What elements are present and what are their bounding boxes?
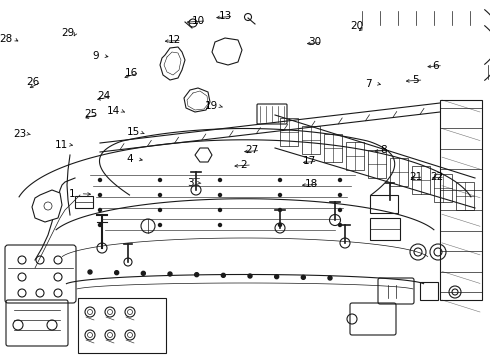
Circle shape [339, 179, 342, 181]
Circle shape [195, 273, 198, 277]
Circle shape [98, 194, 101, 197]
Circle shape [141, 271, 146, 275]
Bar [346, 142, 364, 170]
Circle shape [158, 224, 162, 226]
Text: 21: 21 [409, 172, 422, 182]
Circle shape [115, 271, 119, 275]
Text: 7: 7 [365, 78, 372, 89]
Circle shape [248, 274, 252, 278]
Circle shape [301, 275, 305, 279]
Circle shape [158, 194, 162, 197]
Text: 23: 23 [13, 129, 26, 139]
Polygon shape [195, 148, 212, 162]
Polygon shape [184, 88, 210, 112]
Text: 26: 26 [26, 77, 40, 87]
Text: 24: 24 [97, 91, 111, 102]
Text: 20: 20 [350, 21, 363, 31]
Circle shape [278, 179, 281, 181]
Bar [324, 134, 342, 162]
Bar [78, 298, 166, 353]
Bar [280, 118, 298, 146]
Text: 25: 25 [84, 109, 98, 120]
Circle shape [339, 194, 342, 197]
Text: 4: 4 [126, 154, 133, 164]
Text: 19: 19 [205, 101, 219, 111]
Circle shape [219, 194, 221, 197]
Polygon shape [160, 47, 185, 80]
Circle shape [275, 275, 279, 279]
Bar [368, 150, 386, 178]
Circle shape [339, 224, 342, 226]
Bar [440, 100, 482, 300]
Text: 29: 29 [61, 28, 74, 38]
Circle shape [278, 208, 281, 211]
Circle shape [339, 208, 342, 211]
Circle shape [328, 276, 332, 280]
Circle shape [98, 179, 101, 181]
Text: 14: 14 [107, 106, 121, 116]
Text: 10: 10 [192, 16, 205, 26]
Text: 12: 12 [167, 35, 181, 45]
Circle shape [88, 270, 92, 274]
Text: 11: 11 [54, 140, 68, 150]
Text: 2: 2 [241, 160, 247, 170]
Text: 9: 9 [92, 51, 99, 61]
Circle shape [98, 208, 101, 211]
Text: 30: 30 [308, 37, 321, 48]
Circle shape [98, 224, 101, 226]
Text: 17: 17 [303, 156, 317, 166]
Bar [75, 196, 93, 208]
Circle shape [219, 179, 221, 181]
Text: 27: 27 [245, 145, 259, 156]
Polygon shape [32, 190, 62, 222]
Text: 18: 18 [304, 179, 318, 189]
Circle shape [219, 224, 221, 226]
Text: 5: 5 [412, 75, 419, 85]
Bar [390, 158, 408, 186]
Bar [434, 174, 452, 202]
Text: 6: 6 [432, 60, 439, 71]
Text: 1: 1 [69, 189, 76, 199]
Text: 3: 3 [187, 178, 194, 188]
Bar [302, 126, 320, 154]
Circle shape [221, 273, 225, 277]
Text: 15: 15 [126, 127, 140, 138]
Text: 22: 22 [430, 172, 444, 182]
Text: 8: 8 [380, 145, 387, 156]
Bar [412, 166, 430, 194]
Circle shape [278, 194, 281, 197]
Bar [456, 182, 474, 210]
Circle shape [168, 272, 172, 276]
Bar [420, 282, 438, 300]
Text: 16: 16 [124, 68, 138, 78]
Circle shape [158, 179, 162, 181]
Circle shape [219, 208, 221, 211]
Circle shape [278, 224, 281, 226]
Text: 13: 13 [219, 11, 232, 21]
Circle shape [158, 208, 162, 211]
Bar [370, 195, 398, 213]
Bar [370, 218, 400, 240]
Polygon shape [212, 38, 242, 65]
Text: 28: 28 [0, 34, 13, 44]
